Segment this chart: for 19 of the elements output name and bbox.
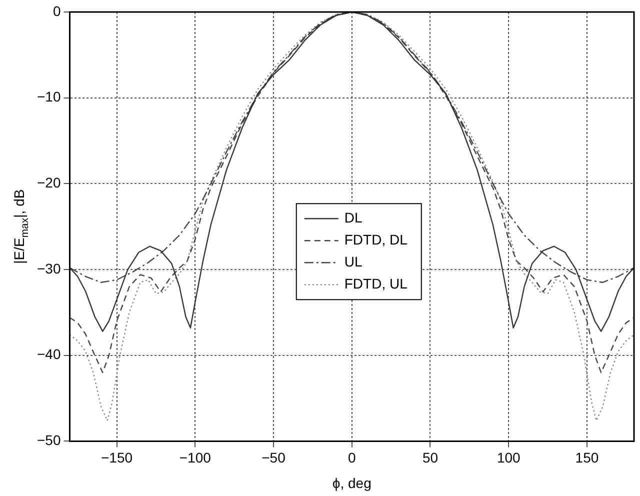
x-axis-title: ϕ, deg [332,474,372,491]
y-tick-label: −20 [37,174,61,191]
legend-label: UL [344,253,362,270]
y-axis-title: |E/Emax|, dB [10,189,31,264]
x-tick-label: −50 [262,449,286,466]
y-tick-label: 0 [52,2,61,19]
x-tick-label: 50 [422,449,438,466]
legend-label: FDTD, UL [344,275,408,292]
y-tick-label: −40 [37,346,61,362]
x-tick-label: 150 [575,449,599,466]
x-tick-label: 0 [348,449,356,466]
legend-label: FDTD, DL [344,231,408,248]
x-tick-label: 100 [496,449,521,466]
y-tick-label: −10 [37,88,61,105]
x-tick-label: −150 [100,449,133,466]
y-tick-label: −50 [37,432,61,448]
legend-label: DL [344,209,362,226]
x-tick-label: −100 [179,449,212,466]
y-tick-label: −30 [37,260,61,276]
